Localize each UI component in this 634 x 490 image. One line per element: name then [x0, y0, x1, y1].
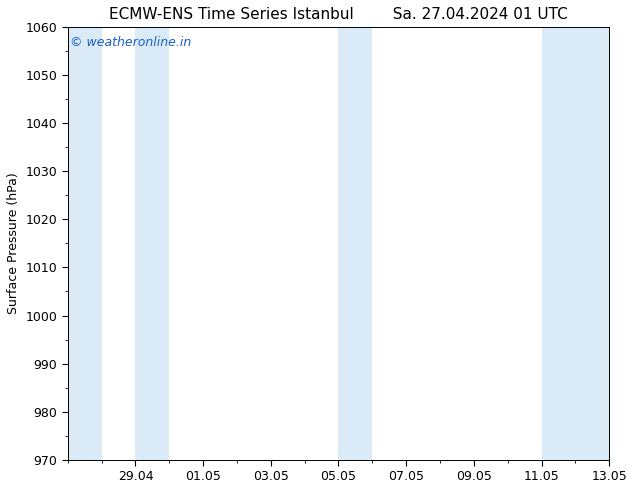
Bar — [136, 27, 169, 460]
Bar — [541, 27, 609, 460]
Bar — [339, 27, 372, 460]
Y-axis label: Surface Pressure (hPa): Surface Pressure (hPa) — [7, 172, 20, 314]
Text: © weatheronline.in: © weatheronline.in — [70, 36, 191, 49]
Title: ECMW-ENS Time Series Istanbul        Sa. 27.04.2024 01 UTC: ECMW-ENS Time Series Istanbul Sa. 27.04.… — [109, 7, 568, 22]
Bar — [68, 27, 101, 460]
